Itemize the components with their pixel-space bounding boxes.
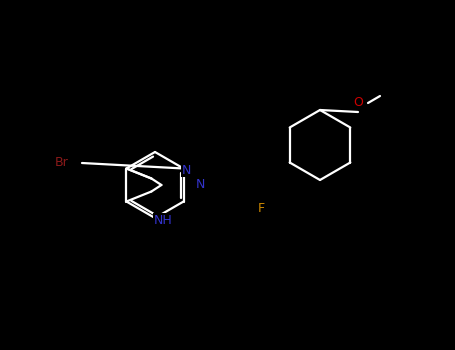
- Text: O: O: [353, 97, 363, 110]
- Text: NH: NH: [154, 214, 172, 226]
- Text: Br: Br: [55, 156, 69, 169]
- Text: N: N: [181, 163, 191, 176]
- Text: N: N: [195, 178, 205, 191]
- Text: F: F: [258, 202, 264, 215]
